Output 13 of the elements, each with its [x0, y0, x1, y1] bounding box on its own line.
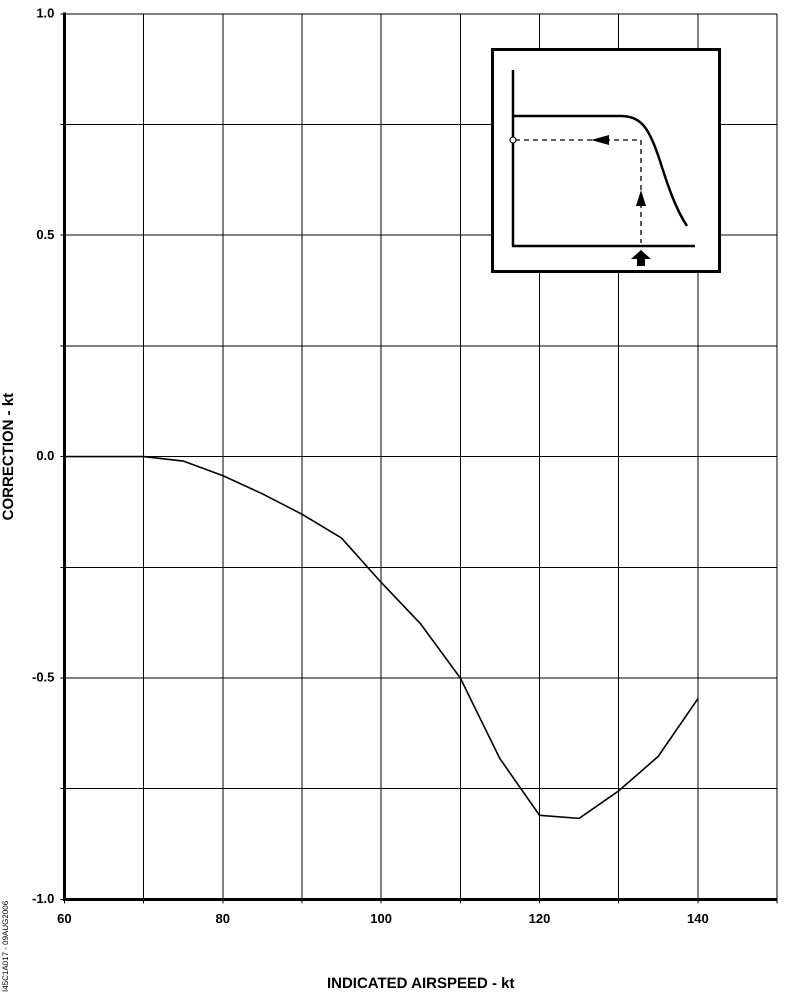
y-tick-label: 0.0	[36, 448, 54, 464]
y-axis-title: CORRECTION - kt	[0, 392, 18, 520]
x-tick-label: 100	[370, 910, 392, 926]
x-tick-label: 140	[686, 910, 709, 926]
x-tick-label: 80	[216, 910, 230, 926]
text: I45C1A017 - 09AUG2006	[1, 900, 10, 992]
y-tick-label: -0.5	[32, 670, 54, 685]
x-tick-label: 120	[528, 910, 550, 926]
y-tick-label: 1.0	[36, 5, 54, 20]
y-tick-label: 0.5	[36, 226, 54, 242]
x-tick-label: 60	[57, 910, 72, 926]
x-axis-title: INDICATED AIRSPEED - kt	[326, 975, 514, 992]
y-tick-label: -1.0	[32, 890, 54, 906]
